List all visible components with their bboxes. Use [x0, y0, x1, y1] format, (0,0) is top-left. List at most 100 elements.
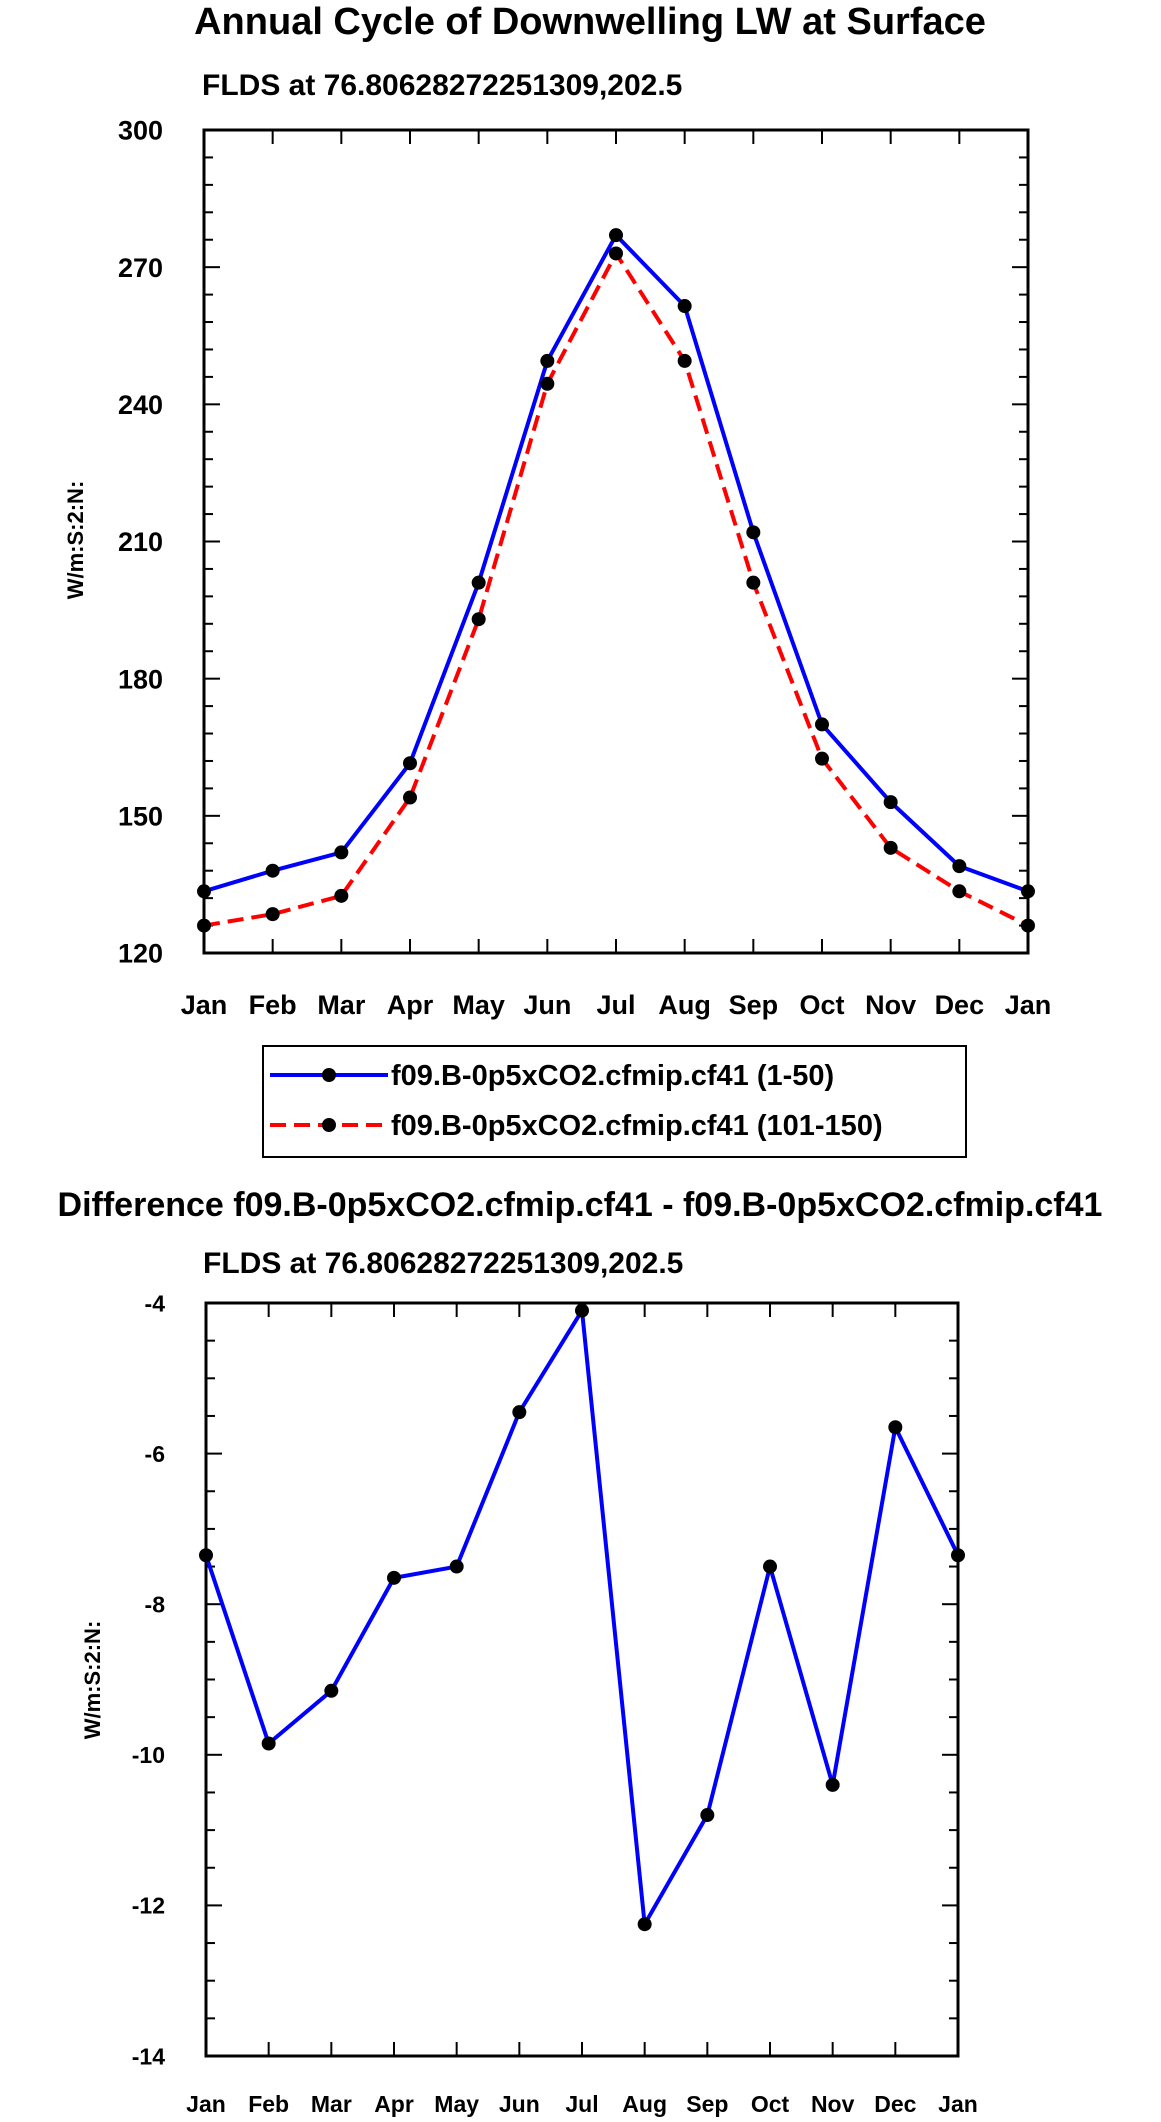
x-tick-label: Nov [865, 990, 916, 1020]
y-tick-label: 210 [118, 527, 163, 557]
data-point-series-1 [575, 1303, 589, 1318]
chart2-y-tick-labels: -14 -12 -10 -8 -6 -4 [132, 1290, 165, 2069]
data-point-series-2 [471, 612, 486, 627]
chart2-subtitle: FLDS at 76.80628272251309,202.5 [203, 1247, 683, 1280]
x-tick-label: Aug [622, 2091, 667, 2117]
x-tick-label: Dec [874, 2091, 916, 2117]
data-point-series-2 [952, 884, 967, 899]
x-tick-label: Feb [249, 990, 297, 1020]
y-tick-label: -12 [132, 1893, 165, 1919]
data-point-series-2 [883, 840, 898, 855]
data-point-series-1 [815, 717, 829, 732]
x-tick-label: Apr [374, 2091, 414, 2117]
data-point-series-1 [403, 756, 417, 771]
data-point-series-2 [334, 888, 349, 903]
data-point-series-1 [763, 1559, 777, 1574]
plot-frame [204, 1301, 960, 2058]
y-tick-label: -14 [132, 2043, 165, 2069]
y-tick-label: 270 [118, 253, 163, 283]
x-tick-label: Nov [811, 2091, 855, 2117]
data-point-series-1 [197, 884, 211, 899]
x-tick-label: Mar [317, 990, 366, 1020]
data-point-series-2 [609, 246, 623, 261]
x-tick-label: Sep [729, 990, 779, 1020]
x-tick-label: Jul [596, 990, 635, 1020]
x-tick-label: Jan [186, 2091, 226, 2117]
legend-label-series-1: f09.B-0p5xCO2.cfmip.cf41 (1-50) [391, 1060, 834, 1092]
data-point-series-2 [677, 353, 692, 368]
chart1-subtitle: FLDS at 76.80628272251309,202.5 [202, 69, 682, 102]
x-tick-label: Jun [499, 2091, 540, 2117]
data-point-series-1 [471, 575, 486, 590]
data-point-series-1 [387, 1570, 401, 1585]
x-tick-label: Aug [658, 990, 710, 1020]
chart1-title: Annual Cycle of Downwelling LW at Surfac… [194, 1, 986, 43]
x-tick-label: Sep [686, 2091, 728, 2117]
x-tick-label: Mar [311, 2091, 352, 2117]
x-tick-label: Dec [935, 990, 985, 1020]
chart2-axes [204, 1301, 960, 2058]
data-point-series-1 [261, 1736, 276, 1751]
data-point-series-1 [609, 228, 623, 243]
chart1-y-tick-labels: 120 150 180 210 240 270 300 [118, 116, 163, 969]
data-point-series-1 [334, 845, 349, 860]
data-point-series-2 [265, 907, 280, 922]
data-point-series-2 [746, 575, 761, 590]
chart1-ylabel: W/m:S:2:N: [63, 481, 88, 600]
y-tick-label: 120 [118, 939, 163, 969]
x-tick-label: Jan [1005, 990, 1052, 1020]
y-tick-label: -6 [145, 1441, 165, 1467]
data-point-series-1 [1021, 884, 1035, 899]
legend-box [262, 1045, 967, 1158]
chart2-series [199, 1303, 965, 1932]
data-point-series-1 [540, 353, 555, 368]
series-line-2 [203, 251, 1029, 928]
data-point-series-2 [815, 751, 829, 766]
series-line-1 [203, 233, 1029, 894]
data-point-series-1 [888, 1420, 903, 1435]
y-tick-label: 150 [118, 802, 163, 832]
data-point-series-1 [512, 1405, 527, 1420]
data-point-series-1 [746, 525, 761, 540]
data-point-series-1 [825, 1777, 840, 1792]
data-point-series-2 [197, 918, 211, 933]
chart1-axes [202, 128, 1030, 955]
x-tick-label: Jul [565, 2091, 598, 2117]
chart2-ylabel: W/m:S:2:N: [80, 1621, 105, 1740]
chart1-legend: f09.B-0p5xCO2.cfmip.cf41 (1-50) f09.B-0p… [262, 1045, 967, 1158]
y-tick-label: -8 [145, 1591, 166, 1617]
x-tick-label: Jan [181, 990, 228, 1020]
data-point-series-1 [199, 1548, 213, 1563]
data-point-series-1 [883, 795, 898, 810]
data-point-series-1 [324, 1683, 339, 1698]
legend-marker-series-2 [322, 1118, 336, 1132]
data-point-series-2 [540, 376, 555, 391]
y-tick-label: -10 [132, 1742, 165, 1768]
series-line-1 [204, 1308, 960, 1927]
x-tick-label: Jun [523, 990, 571, 1020]
data-point-series-1 [700, 1808, 715, 1823]
chart2-x-tick-labels: Jan Feb Mar Apr May Jun Jul Aug Sep Oct Nov Dec Jan [186, 2091, 978, 2117]
x-tick-label: Feb [248, 2091, 289, 2117]
x-tick-label: Oct [751, 2091, 790, 2117]
y-tick-label: -4 [145, 1290, 166, 1316]
data-point-series-1 [449, 1559, 464, 1574]
y-tick-label: 240 [118, 390, 163, 420]
chart1-series [197, 228, 1035, 933]
data-point-series-2 [403, 790, 417, 805]
chart1-x-tick-labels: Jan Feb Mar Apr May Jun Jul Aug Sep Oct Nov Dec Jan [181, 990, 1052, 1020]
data-point-series-2 [1021, 918, 1035, 933]
data-point-series-1 [637, 1917, 652, 1932]
data-point-series-1 [951, 1548, 965, 1563]
y-tick-label: 300 [118, 116, 163, 146]
x-tick-label: May [452, 990, 505, 1020]
legend-label-series-2: f09.B-0p5xCO2.cfmip.cf41 (101-150) [391, 1110, 883, 1142]
x-tick-label: Oct [799, 990, 844, 1020]
data-point-series-1 [952, 859, 967, 874]
chart2-title: Difference f09.B-0p5xCO2.cfmip.cf41 - f0… [58, 1186, 1103, 1224]
data-point-series-1 [265, 863, 280, 878]
legend-marker-series-1 [322, 1068, 336, 1082]
data-point-series-1 [677, 299, 692, 314]
x-tick-label: May [434, 2091, 479, 2117]
